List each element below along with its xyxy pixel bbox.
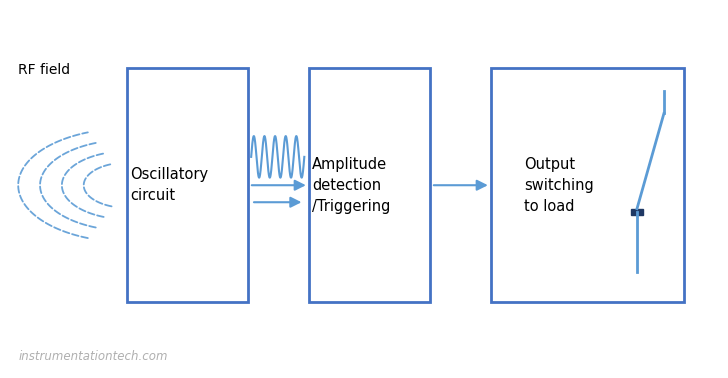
Text: instrumentationtech.com: instrumentationtech.com xyxy=(18,350,167,363)
Bar xyxy=(127,68,248,302)
Bar xyxy=(631,209,643,215)
Bar xyxy=(491,68,684,302)
Text: Output
switching
to load: Output switching to load xyxy=(524,157,594,214)
Text: RF field: RF field xyxy=(18,63,71,77)
Text: Oscillatory
circuit: Oscillatory circuit xyxy=(130,167,208,203)
Bar xyxy=(309,68,430,302)
Text: Amplitude
detection
/Triggering: Amplitude detection /Triggering xyxy=(312,157,391,214)
